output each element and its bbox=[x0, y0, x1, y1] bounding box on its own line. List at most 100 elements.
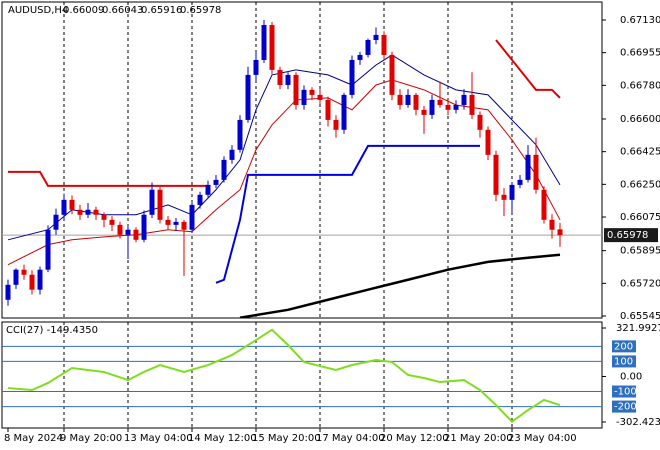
header-low: 0.65916 bbox=[141, 5, 182, 16]
indicator-line bbox=[215, 144, 480, 284]
candle-body bbox=[29, 274, 35, 290]
candle-body bbox=[261, 25, 267, 60]
candle-body bbox=[221, 159, 227, 180]
candle-body bbox=[77, 209, 83, 215]
candle-body bbox=[389, 54, 395, 95]
candle-body bbox=[469, 94, 475, 115]
cci-tick-label: 321.9927 bbox=[616, 323, 660, 334]
y-tick-label: 0.66425 bbox=[620, 147, 660, 158]
y-tick-label: 0.66250 bbox=[620, 179, 660, 190]
candle-body bbox=[277, 69, 283, 85]
candle-body bbox=[373, 34, 379, 40]
main-panel bbox=[1, 1, 603, 319]
indicator-line bbox=[7, 79, 561, 266]
cci-plot bbox=[7, 328, 561, 423]
x-tick-label: 13 May 04:00 bbox=[124, 433, 193, 444]
candle-body bbox=[237, 119, 243, 150]
x-tick-label: 15 May 20:00 bbox=[252, 433, 321, 444]
price-box bbox=[604, 228, 658, 243]
candle-body bbox=[333, 119, 339, 130]
cci-tick-label: 200 bbox=[614, 341, 633, 352]
candle-body bbox=[301, 89, 307, 105]
candle-body bbox=[45, 229, 51, 270]
candle-body bbox=[93, 209, 99, 215]
candle-body bbox=[453, 104, 459, 110]
cci-tick-label: 0.00 bbox=[620, 371, 642, 382]
candle-body bbox=[37, 269, 43, 290]
candle-body bbox=[149, 189, 155, 215]
symbol: AUDUSD,H4 bbox=[8, 5, 68, 16]
candle-body bbox=[269, 25, 275, 70]
candle-body bbox=[461, 94, 467, 105]
candle-body bbox=[325, 99, 331, 120]
candle-body bbox=[349, 59, 355, 95]
candle-body bbox=[309, 89, 315, 95]
y-tick-label: 0.65545 bbox=[620, 311, 660, 322]
candle-body bbox=[109, 219, 115, 225]
candle-body bbox=[229, 149, 235, 160]
candle-body bbox=[85, 209, 91, 215]
header-open: 0.66009 bbox=[63, 5, 104, 16]
candle-body bbox=[381, 34, 387, 55]
candle-body bbox=[245, 74, 251, 120]
candle-body bbox=[341, 94, 347, 130]
candle-body bbox=[509, 184, 515, 200]
cci-tick-label: 100 bbox=[614, 356, 633, 367]
y-tick-label: 0.65895 bbox=[620, 246, 660, 257]
y-tick-label: 0.65720 bbox=[620, 278, 660, 289]
indicator-line bbox=[7, 54, 561, 241]
candle-body bbox=[133, 229, 139, 240]
candle-body bbox=[365, 39, 371, 55]
candle-body bbox=[285, 74, 291, 85]
cci-tick-label: -302.4237 bbox=[616, 417, 660, 428]
candle-body bbox=[485, 129, 491, 155]
y-tick-label: 0.66955 bbox=[620, 48, 660, 59]
cci-level-box bbox=[612, 385, 636, 398]
y-tick-label: 0.66600 bbox=[620, 114, 660, 125]
main-plot bbox=[2, 20, 602, 318]
candle-body bbox=[205, 184, 211, 195]
candle-body bbox=[181, 221, 187, 230]
x-tick-label: 23 May 04:00 bbox=[508, 433, 577, 444]
candle-body bbox=[21, 269, 27, 275]
candle-body bbox=[53, 214, 59, 230]
y-tick-label: 0.66780 bbox=[620, 80, 660, 91]
cci-tick-label: -100 bbox=[614, 387, 637, 398]
candle-body bbox=[293, 74, 299, 105]
x-tick-label: 20 May 12:00 bbox=[380, 433, 449, 444]
candle-body bbox=[437, 99, 443, 105]
x-tick-label: 21 May 20:00 bbox=[444, 433, 513, 444]
candle-body bbox=[117, 224, 123, 235]
candle-body bbox=[405, 94, 411, 105]
candle-body bbox=[173, 221, 179, 225]
y-tick-label: 0.66075 bbox=[620, 212, 660, 223]
candle-body bbox=[501, 194, 507, 200]
candle-body bbox=[5, 284, 11, 300]
cci-panel bbox=[1, 321, 603, 429]
x-tick-label: 17 May 04:00 bbox=[316, 433, 385, 444]
indicator-line bbox=[239, 253, 561, 318]
candle-body bbox=[493, 154, 499, 195]
candle-body bbox=[421, 109, 427, 115]
candle-body bbox=[141, 214, 147, 240]
header-close: 0.65978 bbox=[180, 5, 221, 16]
candle-body bbox=[429, 99, 435, 115]
candle-body bbox=[517, 179, 523, 185]
candle-body bbox=[397, 94, 403, 105]
candle-body bbox=[357, 54, 363, 60]
candle-body bbox=[541, 189, 547, 220]
x-tick-label: 8 May 2024 bbox=[4, 433, 63, 444]
y-tick-label: 0.67130 bbox=[620, 15, 660, 26]
candle-body bbox=[253, 59, 259, 75]
candle-body bbox=[165, 219, 171, 225]
candle-body bbox=[189, 204, 195, 230]
indicator-line bbox=[8, 39, 561, 187]
price-label: 0.65978 bbox=[607, 230, 648, 241]
cci-title: CCI(27) -149.4350 bbox=[6, 325, 98, 336]
candle-body bbox=[61, 199, 67, 215]
candle-body bbox=[549, 219, 555, 230]
x-tick-label: 9 May 20:00 bbox=[60, 433, 122, 444]
candle-body bbox=[125, 229, 131, 235]
